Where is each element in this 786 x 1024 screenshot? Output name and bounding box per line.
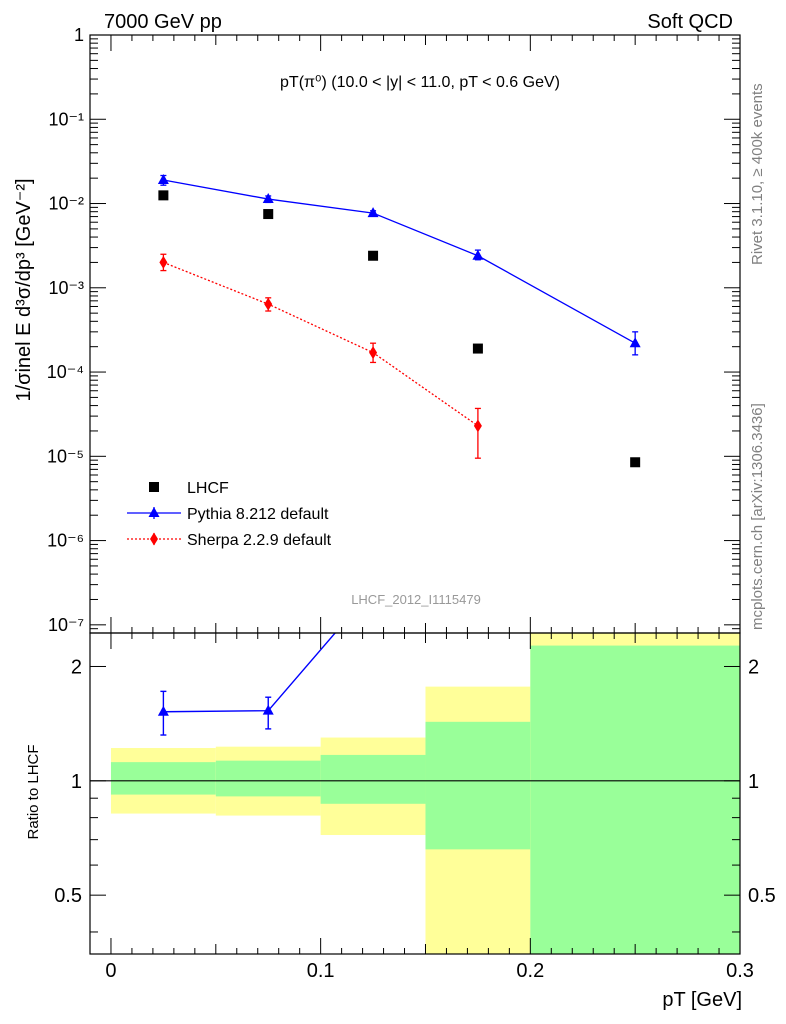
main-series: [157, 174, 641, 468]
ratio-ytick-label-right-0: 0.5: [748, 885, 776, 907]
x-tick-label-1: 0.1: [307, 960, 335, 982]
series-2-line: [163, 261, 479, 427]
series-2-point-1: [264, 297, 273, 311]
main-title: pT(π⁰) (10.0 < |y| < 11.0, pT < 0.6 GeV): [280, 74, 560, 91]
main-ytick-label-2: 10⁻²: [48, 194, 84, 214]
x-axis-label: pT [GeV]: [662, 989, 742, 1011]
legend: LHCF Pythia 8.212 default Sherpa 2.2.9 def…: [127, 480, 332, 549]
series-1-point-3: [472, 249, 484, 260]
ratio-ytick-label-1: 1: [71, 771, 82, 793]
main-ytick-label-0: 1: [74, 25, 84, 45]
legend-label-0: LHCF: [187, 480, 229, 497]
ratio-band-green-0: [110, 762, 216, 795]
ratio-band-green-3: [425, 721, 531, 850]
series-0-point-3: [472, 343, 483, 354]
series-0-point-4: [630, 457, 641, 468]
series-2-point-3: [473, 419, 482, 433]
ratio-bands: [110, 633, 740, 954]
x-tick-label-2: 0.2: [516, 960, 544, 982]
legend-label-2: Sherpa 2.2.9 default: [187, 532, 332, 549]
ratio-pythia-marker-1: [262, 704, 274, 715]
ratio-y-label: Ratio to LHCF: [25, 744, 42, 839]
main-ytick-label-7: 10⁻⁷: [48, 615, 84, 635]
header-right: Soft QCD: [647, 11, 733, 33]
ratio-panel-frame: [89, 632, 741, 955]
series-1-point-0: [157, 174, 169, 185]
ratio-pythia-marker-0: [157, 705, 169, 716]
ratio-ytick-label-2: 2: [71, 656, 82, 678]
mcplots-label: mcplots.cern.ch [arXiv:1306.3436]: [749, 403, 766, 630]
series-1-point-1: [262, 193, 274, 204]
analysis-label: LHCF_2012_I1115479: [351, 592, 481, 607]
legend-marker-2: [150, 532, 158, 546]
ratio-ytick-label-right-2: 2: [748, 656, 759, 678]
x-tick-label-0: 0: [105, 960, 116, 982]
ratio-band-green-4: [530, 645, 740, 954]
ratio-lines: [90, 633, 740, 782]
main-ytick-label-1: 10⁻¹: [48, 109, 84, 129]
series-1-point-4: [629, 337, 641, 348]
legend-label-1: Pythia 8.212 default: [187, 506, 329, 523]
legend-marker-0: [149, 482, 159, 492]
series-2-point-2: [369, 346, 378, 360]
series-0-point-1: [263, 209, 274, 220]
series-0-point-2: [368, 250, 379, 261]
ratio-pythia-line: [163, 633, 337, 713]
ratio-band-green-2: [320, 754, 426, 804]
header-left: 7000 GeV pp: [104, 11, 222, 33]
rivet-label: Rivet 3.1.10, ≥ 400k events: [749, 83, 766, 265]
legend-marker-1: [148, 507, 160, 517]
main-ytick-label-5: 10⁻⁵: [47, 446, 84, 466]
series-2-point-0: [159, 255, 168, 269]
ratio-band-green-1: [215, 760, 321, 797]
main-ytick-label-4: 10⁻⁴: [47, 362, 84, 382]
axes: 1 10⁻¹ 10⁻² 10⁻³ 10⁻⁴ 10⁻⁵ 10⁻⁶ 10⁻⁷ 0.5 0.5 1 1 2 2 0…: [47, 25, 776, 982]
series-1-line: [163, 179, 636, 344]
main-ytick-label-3: 10⁻³: [48, 278, 84, 298]
series-1-point-2: [367, 207, 379, 218]
main-ytick-label-6: 10⁻⁶: [47, 531, 84, 551]
series-0-point-0: [158, 190, 169, 201]
ratio-ytick-label-right-1: 1: [748, 771, 759, 793]
x-tick-label-3: 0.3: [726, 960, 754, 982]
main-y-label: 1/σinel E d³σ/dp³ [GeV⁻²]: [13, 178, 35, 401]
ratio-ytick-label-0: 0.5: [54, 885, 82, 907]
